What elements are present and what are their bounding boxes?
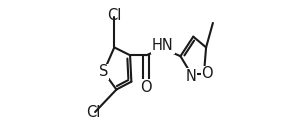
Text: Cl: Cl: [107, 8, 121, 23]
Text: O: O: [201, 66, 213, 81]
Text: O: O: [141, 80, 152, 95]
Text: Cl: Cl: [87, 105, 101, 120]
Text: N: N: [186, 69, 197, 84]
Text: S: S: [99, 64, 108, 79]
Text: HN: HN: [152, 38, 174, 53]
